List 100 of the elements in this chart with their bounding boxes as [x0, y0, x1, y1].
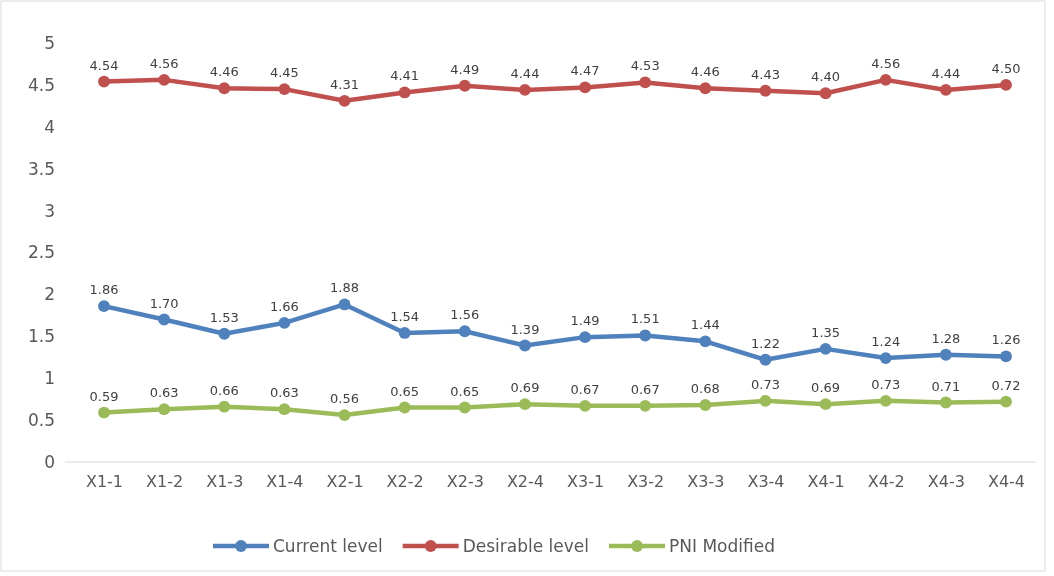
point [759, 353, 772, 366]
point [218, 400, 231, 413]
data-label: 4.45 [269, 65, 299, 81]
data-label: 0.69 [811, 380, 841, 396]
point [639, 399, 652, 412]
data-label: 1.88 [330, 280, 360, 296]
point [519, 398, 531, 411]
point [278, 316, 291, 329]
point [158, 313, 171, 326]
y-tick-label: 4.5 [27, 74, 55, 95]
point [218, 327, 231, 340]
x-tick-label: X4-1 [807, 472, 845, 492]
point [1000, 78, 1012, 91]
point [759, 84, 772, 97]
x-tick-label: X1-3 [206, 472, 244, 492]
data-label: 4.41 [390, 68, 420, 84]
point [338, 298, 351, 311]
legend-label: Desirable level [462, 536, 590, 556]
data-label: 1.26 [991, 332, 1021, 348]
y-tick-label: 3.5 [27, 158, 55, 179]
point [579, 399, 591, 412]
y-tick-label: 1 [44, 368, 55, 389]
data-label: 0.73 [750, 376, 780, 392]
point [819, 87, 832, 100]
data-label: 1.44 [690, 317, 720, 333]
point [519, 339, 531, 352]
x-tick-label: X3-1 [567, 472, 605, 492]
data-label: 0.65 [390, 383, 420, 399]
data-label: 4.50 [991, 60, 1021, 76]
point [98, 406, 110, 419]
data-label: 0.69 [510, 380, 540, 396]
data-label: 1.49 [570, 313, 600, 329]
x-tick-label: X1-4 [266, 472, 304, 492]
data-label: 0.63 [269, 385, 299, 401]
point [398, 401, 411, 414]
data-label: 4.43 [750, 66, 780, 82]
point [579, 81, 591, 94]
point [98, 300, 110, 313]
data-label: 0.66 [209, 382, 239, 398]
data-label: 0.65 [450, 383, 480, 399]
data-label: 1.35 [811, 324, 841, 340]
point [699, 335, 712, 348]
x-tick-label: X3-2 [627, 472, 665, 492]
data-label: 1.39 [510, 321, 540, 337]
point [98, 75, 110, 88]
data-label: 0.67 [570, 381, 600, 397]
x-tick-label: X3-3 [687, 472, 725, 492]
data-label: 0.56 [330, 391, 360, 407]
data-label: 4.56 [871, 55, 901, 71]
data-label: 1.51 [630, 311, 660, 327]
point [458, 79, 471, 92]
y-tick-label: 5 [44, 32, 55, 53]
data-label: 0.68 [690, 381, 720, 397]
point [699, 82, 712, 95]
data-label: 1.66 [269, 298, 299, 314]
data-label: 4.53 [630, 58, 660, 74]
point [218, 82, 231, 95]
x-tick-label: X1-1 [85, 472, 124, 492]
point [1000, 395, 1012, 408]
data-label: 0.67 [630, 381, 660, 397]
x-tick-label: X1-2 [146, 472, 184, 492]
point [819, 342, 832, 355]
point [458, 401, 471, 414]
point [278, 83, 291, 95]
point [639, 76, 652, 89]
point [879, 394, 892, 407]
x-tick-label: X2-4 [506, 472, 544, 492]
data-label: 4.44 [510, 65, 540, 81]
data-label: 1.24 [871, 334, 901, 350]
data-label: 0.72 [991, 377, 1021, 393]
point [819, 398, 832, 411]
data-label: 4.54 [89, 57, 119, 73]
legend-label: Current level [273, 536, 383, 556]
data-label: 4.46 [690, 64, 720, 80]
point [398, 327, 411, 339]
point [338, 94, 351, 107]
x-tick-label: X2-3 [446, 472, 484, 492]
point [398, 86, 411, 99]
data-label: 1.22 [750, 335, 780, 351]
y-tick-label: 4 [44, 116, 55, 137]
y-tick-label: 1.5 [27, 326, 55, 347]
data-label: 4.46 [209, 64, 239, 80]
data-label: 0.71 [931, 378, 961, 394]
data-label: 4.31 [330, 76, 360, 92]
x-tick-label: X4-2 [867, 472, 905, 492]
y-tick-label: 0.5 [27, 410, 55, 431]
point [458, 325, 471, 338]
point [699, 399, 712, 411]
data-label: 0.73 [871, 376, 901, 392]
legend-label: PNI Modified [669, 536, 775, 556]
data-label: 1.70 [149, 295, 179, 311]
point [1000, 350, 1012, 363]
data-label: 4.56 [149, 55, 179, 71]
point [939, 348, 952, 361]
point [639, 329, 652, 342]
data-label: 1.28 [931, 330, 961, 346]
point [879, 73, 892, 86]
data-label: 4.49 [450, 61, 480, 77]
x-tick-label: X4-3 [927, 472, 965, 492]
data-label: 1.86 [89, 282, 119, 298]
